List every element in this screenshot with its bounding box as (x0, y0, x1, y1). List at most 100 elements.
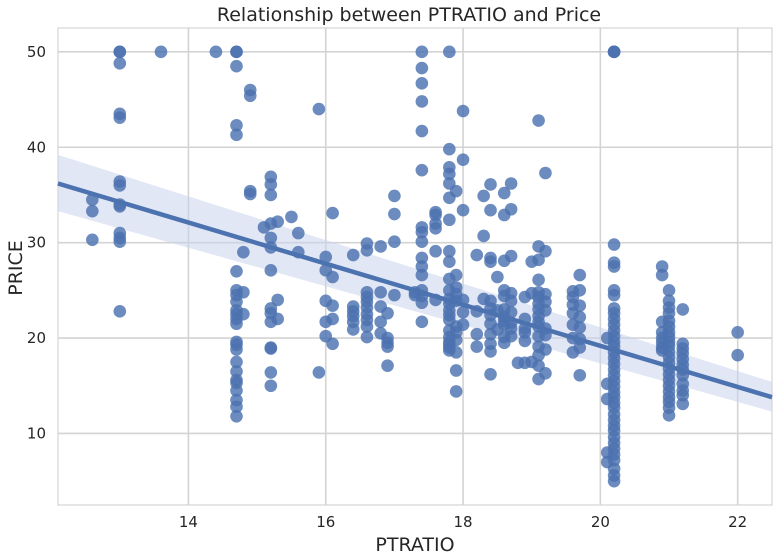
x-tick-label: 22 (728, 513, 747, 531)
scatter-point (381, 359, 394, 373)
scatter-point (539, 367, 552, 380)
scatter-point (539, 343, 552, 356)
scatter-point (415, 77, 429, 90)
scatter-point (470, 327, 484, 341)
scatter-point (381, 340, 394, 353)
scatter-point (607, 288, 621, 302)
scatter-point (655, 268, 669, 282)
scatter-point (607, 474, 621, 488)
scatter-point (477, 189, 490, 203)
scatter-point (573, 299, 587, 312)
scatter-point (415, 296, 429, 310)
scatter-point (230, 59, 243, 73)
scatter-point (319, 250, 333, 264)
scatter-point (230, 355, 243, 369)
scatter-point (504, 294, 518, 308)
scatter-point (326, 206, 339, 220)
scatter-point (264, 188, 278, 202)
scatter-point (113, 179, 127, 192)
scatter-point (271, 215, 284, 228)
scatter-point (264, 178, 278, 191)
scatter-point (477, 229, 490, 243)
scatter-point (504, 305, 518, 319)
scatter-point (312, 102, 326, 116)
x-tick-label: 16 (316, 513, 335, 531)
scatter-point (573, 268, 587, 282)
chart-title: Relationship between PTRATIO and Price (217, 4, 601, 26)
scatter-point (429, 244, 442, 258)
scatter-point (504, 249, 518, 263)
scatter-point (532, 114, 545, 127)
scatter-point (326, 312, 339, 326)
scatter-point (539, 304, 552, 317)
scatter-points (86, 45, 744, 488)
scatter-point (731, 348, 744, 362)
scatter-point (230, 45, 243, 59)
scatter-point (388, 207, 401, 221)
scatter-point (456, 104, 470, 118)
scatter-point (346, 323, 360, 336)
scatter-point (532, 253, 545, 267)
scatter-point (230, 384, 243, 397)
scatter-point (230, 343, 243, 356)
scatter-point (154, 45, 168, 59)
scatter-point (456, 318, 470, 331)
scatter-point (374, 240, 387, 253)
y-axis-label: PRICE (5, 240, 27, 296)
confidence-band (58, 154, 772, 412)
scatter-point (456, 305, 470, 319)
scatter-point (381, 306, 394, 320)
scatter-point (518, 334, 532, 348)
scatter-point (573, 310, 587, 324)
scatter-point (443, 167, 456, 181)
scatter-point (456, 153, 470, 166)
x-tick-label: 18 (454, 513, 473, 531)
scatter-point (264, 366, 278, 379)
y-tick-label: 30 (27, 234, 46, 252)
scatter-point (470, 340, 484, 353)
scatter-point (532, 273, 545, 287)
regression-line (57, 181, 773, 400)
scatter-point (86, 204, 99, 218)
scatter-point (243, 89, 257, 103)
scatter-point (243, 187, 257, 201)
scatter-point (539, 166, 552, 180)
scatter-point (209, 45, 223, 59)
scatter-point (443, 244, 456, 258)
scatter-point (449, 346, 463, 359)
scatter-point (662, 284, 676, 297)
scatter-point (484, 203, 497, 217)
scatter-point (443, 45, 456, 59)
scatter-point (237, 285, 250, 299)
scatter-point (230, 409, 243, 423)
scatter-point (676, 397, 690, 411)
scatter-point (504, 329, 518, 343)
scatter-point (449, 184, 463, 198)
scatter-point (484, 368, 497, 381)
scatter-point (374, 315, 387, 329)
scatter-point (484, 345, 497, 358)
scatter-point (443, 213, 456, 227)
scatter-point (676, 303, 690, 316)
scatter-point (443, 142, 456, 156)
x-gridlines (187, 28, 739, 505)
scatter-point (388, 235, 401, 248)
scatter-point (271, 312, 284, 326)
y-tick-label: 40 (27, 138, 46, 156)
scatter-point (264, 264, 278, 277)
scatter-point (264, 379, 278, 393)
scatter-point (230, 119, 243, 132)
scatter-point (388, 189, 401, 203)
scatter-point (415, 163, 429, 177)
scatter-point (237, 307, 250, 321)
scatter-point (415, 235, 429, 248)
scatter-point (113, 56, 127, 70)
scatter-point (415, 95, 429, 108)
scatter-point (484, 255, 497, 269)
scatter-point (415, 315, 429, 329)
x-tick-labels: 14 16 18 20 22 (179, 513, 747, 531)
y-tick-label: 50 (27, 43, 46, 61)
x-tick-label: 20 (591, 513, 610, 531)
scatter-point (360, 320, 374, 333)
